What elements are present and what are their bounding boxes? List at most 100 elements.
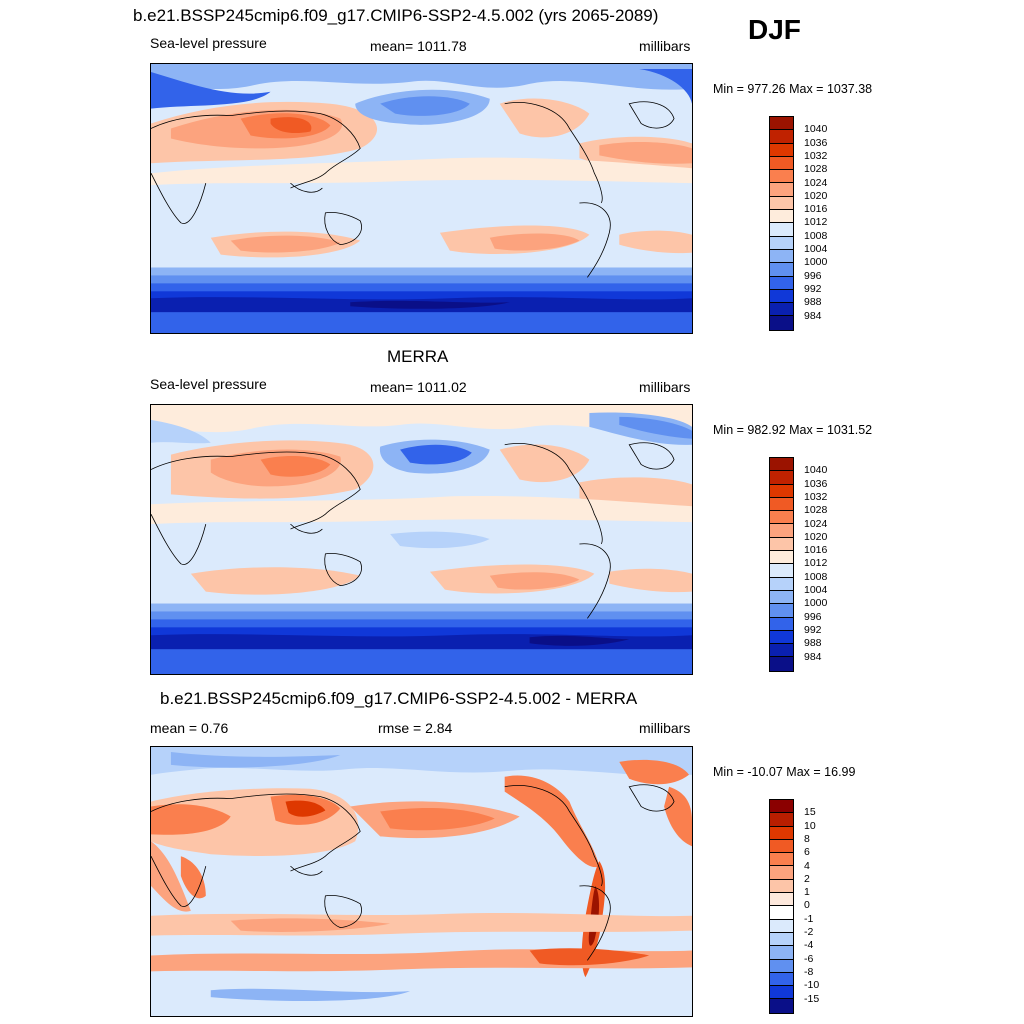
- colorbar-swatch: [770, 210, 793, 224]
- colorbar-swatch: [770, 289, 793, 304]
- colorbar-swatch: [770, 657, 793, 671]
- colorbar-tick-label: 1024: [804, 517, 828, 530]
- colorbar-tick-label: 984: [804, 309, 822, 322]
- colorbar-swatch: [770, 276, 793, 290]
- colorbar-swatch: [770, 999, 793, 1013]
- panel-2-colorbar: [769, 457, 794, 672]
- panel-1-left-label: Sea-level pressure: [150, 35, 267, 51]
- panel-2-units-label: millibars: [639, 379, 691, 395]
- colorbar-swatch: [770, 853, 793, 867]
- colorbar-tick-label: 1032: [804, 149, 828, 162]
- colorbar-swatch: [770, 511, 793, 525]
- panel-2-minmax: Min = 982.92 Max = 1031.52: [713, 423, 873, 437]
- colorbar-swatch: [770, 564, 793, 578]
- panel-3-title: b.e21.BSSP245cmip6.f09_g17.CMIP6-SSP2-4.…: [160, 689, 638, 708]
- colorbar-swatch: [770, 630, 793, 645]
- colorbar-swatch: [770, 263, 793, 277]
- colorbar-swatch: [770, 303, 793, 317]
- colorbar-tick-label: 6: [804, 846, 810, 859]
- colorbar-tick-label: 1036: [804, 477, 828, 490]
- panel-3-minmax: Min = -10.07 Max = 16.99: [713, 765, 856, 779]
- colorbar-tick-label: 10: [804, 819, 816, 832]
- panel-2-mean-label: mean= 1011.02: [370, 379, 467, 395]
- panel-1-mean-label: mean= 1011.78: [370, 38, 467, 54]
- colorbar-tick-label: 1000: [804, 256, 828, 269]
- panel-1-title: b.e21.BSSP245cmip6.f09_g17.CMIP6-SSP2-4.…: [133, 6, 659, 25]
- panel-2-title: MERRA: [387, 347, 449, 366]
- colorbar-swatch: [770, 223, 793, 237]
- panel-1-colorbar: [769, 116, 794, 331]
- panel-2-map: [150, 404, 693, 675]
- colorbar-tick-label: 1000: [804, 597, 828, 610]
- colorbar-swatch: [770, 471, 793, 485]
- colorbar-swatch: [770, 946, 793, 960]
- colorbar-tick-label: 1028: [804, 504, 828, 517]
- panel-3-units-label: millibars: [639, 720, 691, 736]
- colorbar-tick-label: -1: [804, 912, 814, 925]
- colorbar-swatch: [770, 959, 793, 973]
- colorbar-swatch: [770, 537, 793, 552]
- colorbar-tick-label: -15: [804, 992, 820, 1005]
- colorbar-tick-label: 984: [804, 650, 822, 663]
- colorbar-tick-label: 1: [804, 886, 810, 899]
- colorbar-tick-label: 988: [804, 296, 822, 309]
- colorbar-tick-label: 1008: [804, 229, 828, 242]
- colorbar-swatch: [770, 551, 793, 565]
- colorbar-tick-label: 996: [804, 269, 822, 282]
- colorbar-tick-label: -4: [804, 939, 814, 952]
- colorbar-swatch: [770, 800, 793, 814]
- colorbar-swatch: [770, 236, 793, 250]
- colorbar-swatch: [770, 143, 793, 157]
- colorbar-swatch: [770, 183, 793, 197]
- panel-1-map: [150, 63, 693, 334]
- colorbar-tick-label: 992: [804, 623, 822, 636]
- colorbar-swatch: [770, 617, 793, 631]
- colorbar-swatch: [770, 972, 793, 987]
- colorbar-swatch: [770, 170, 793, 184]
- colorbar-tick-label: 996: [804, 610, 822, 623]
- panel-2-left-label: Sea-level pressure: [150, 376, 267, 392]
- colorbar-tick-label: 1004: [804, 243, 828, 255]
- colorbar-tick-label: 15: [804, 806, 816, 819]
- colorbar-tick-label: 0: [804, 899, 810, 912]
- colorbar-swatch: [770, 813, 793, 827]
- panel-3-mean-label: mean = 0.76: [150, 720, 229, 736]
- colorbar-swatch: [770, 316, 793, 330]
- colorbar-tick-label: 1004: [804, 584, 828, 596]
- colorbar-swatch: [770, 249, 793, 264]
- colorbar-tick-label: 1024: [804, 176, 828, 189]
- colorbar-tick-label: 1012: [804, 557, 828, 570]
- colorbar-tick-label: 1020: [804, 530, 828, 543]
- colorbar-swatch: [770, 826, 793, 840]
- colorbar-tick-label: 1040: [804, 123, 828, 136]
- colorbar-tick-label: 8: [804, 832, 810, 845]
- colorbar-tick-label: -2: [804, 926, 814, 938]
- colorbar-tick-label: 1020: [804, 189, 828, 202]
- colorbar-swatch: [770, 986, 793, 1000]
- colorbar-swatch: [770, 932, 793, 947]
- colorbar-tick-label: 1012: [804, 216, 828, 229]
- colorbar-swatch: [770, 604, 793, 618]
- colorbar-swatch: [770, 117, 793, 131]
- colorbar-swatch: [770, 906, 793, 920]
- colorbar-swatch: [770, 497, 793, 512]
- colorbar-swatch: [770, 893, 793, 907]
- colorbar-tick-label: 1032: [804, 490, 828, 503]
- panel-1-minmax: Min = 977.26 Max = 1037.38: [713, 82, 873, 96]
- colorbar-tick-label: 1036: [804, 136, 828, 149]
- colorbar-tick-label: 4: [804, 859, 810, 872]
- colorbar-swatch: [770, 196, 793, 211]
- colorbar-tick-label: 2: [804, 872, 810, 885]
- colorbar-tick-label: 1008: [804, 570, 828, 583]
- colorbar-tick-label: 1028: [804, 163, 828, 176]
- colorbar-swatch: [770, 590, 793, 605]
- colorbar-tick-label: -10: [804, 979, 820, 992]
- colorbar-swatch: [770, 644, 793, 658]
- colorbar-swatch: [770, 839, 793, 854]
- colorbar-swatch: [770, 458, 793, 472]
- colorbar-tick-label: 988: [804, 637, 822, 650]
- panel-1-units-label: millibars: [639, 38, 691, 54]
- colorbar-tick-label: 992: [804, 282, 822, 295]
- colorbar-swatch: [770, 156, 793, 171]
- panel-3-rmse-label: rmse = 2.84: [378, 720, 453, 736]
